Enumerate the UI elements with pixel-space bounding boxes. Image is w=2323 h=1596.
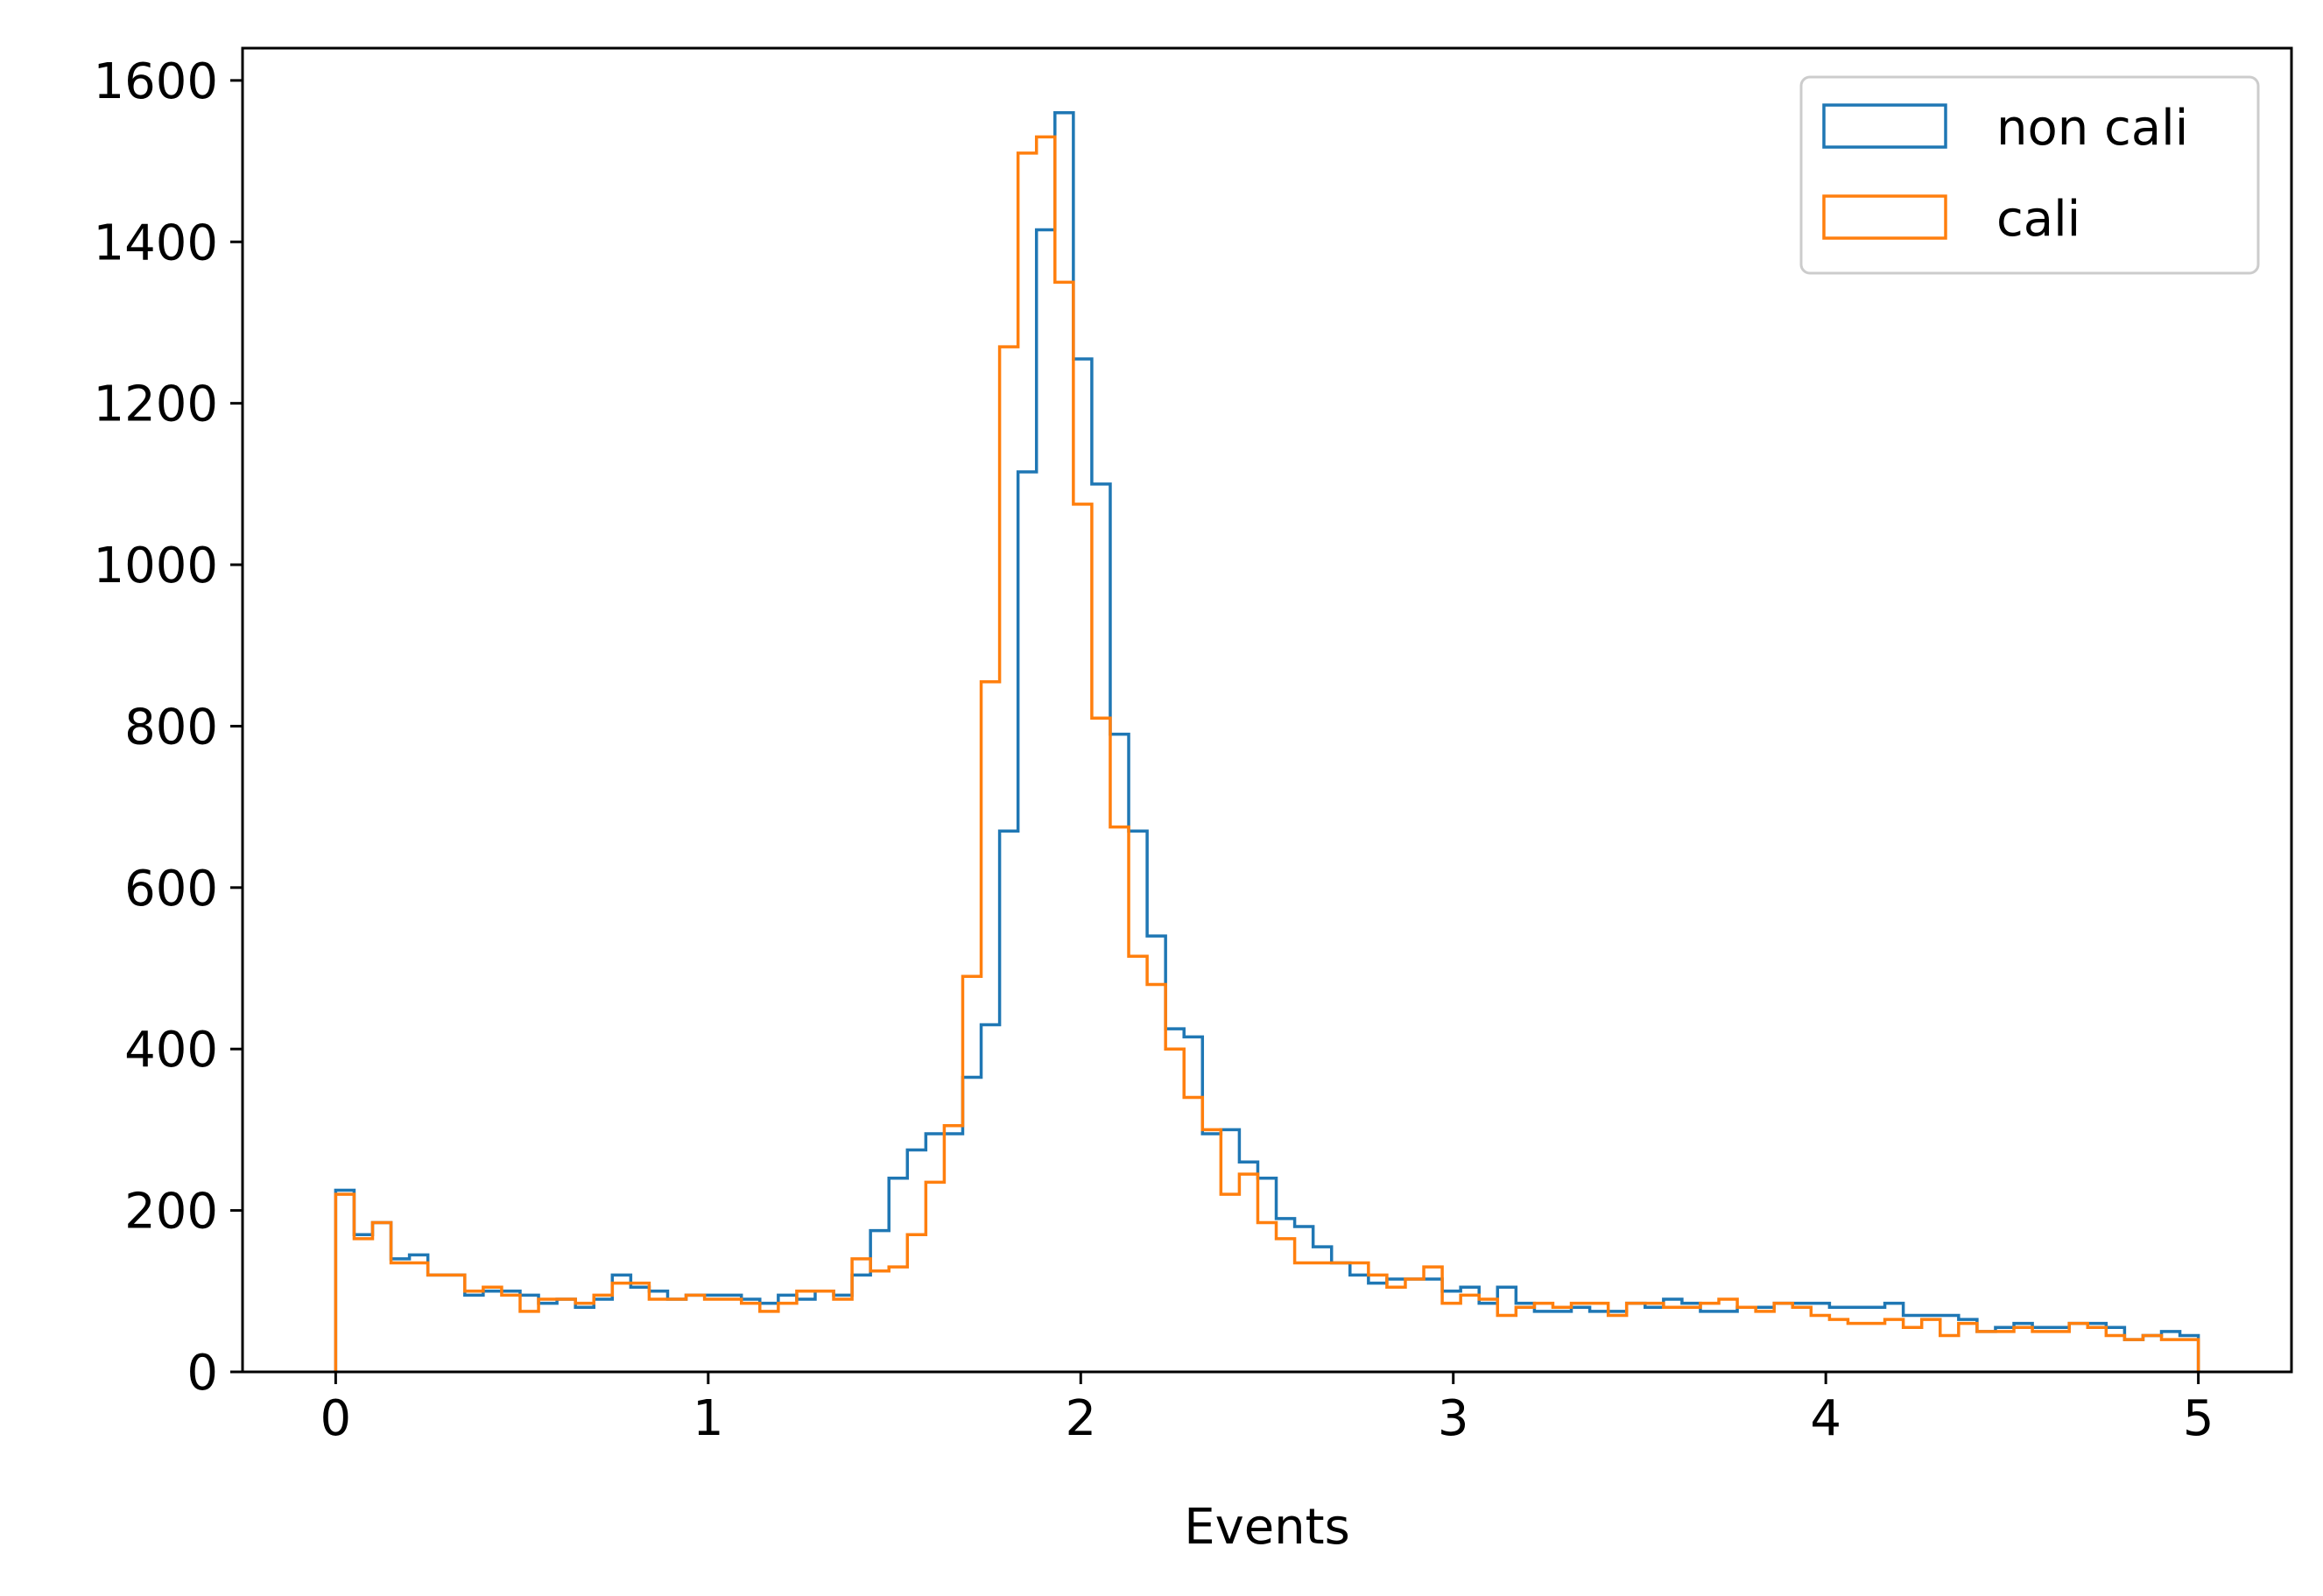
x-tick-label: 0	[320, 1390, 352, 1447]
legend-box	[1799, 75, 2260, 275]
y-tick-label: 600	[124, 861, 218, 918]
y-tick-label: 1200	[93, 376, 218, 433]
x-tick-label: 4	[1810, 1390, 1841, 1447]
y-tick-label: 200	[124, 1184, 218, 1241]
x-tick-label: 2	[1065, 1390, 1096, 1447]
plot-area	[241, 46, 2293, 1374]
x-axis-ticks: 0 1 2 3 4 5	[320, 1372, 2214, 1447]
axes-frame	[241, 46, 2293, 1374]
x-axis-label: Events	[1184, 1499, 1350, 1556]
y-tick-label: 800	[124, 699, 218, 756]
y-axis-ticks: 0 200 400 600 800 1000 1200 1400 1600	[93, 53, 243, 1402]
y-tick-label: 1000	[93, 538, 218, 594]
legend-swatch-non-cali	[1822, 103, 1947, 149]
y-tick-label: 1600	[93, 53, 218, 110]
legend-label-non-cali: non cali	[1996, 100, 2188, 157]
x-tick-label: 1	[693, 1390, 724, 1447]
legend-swatch-cali	[1822, 194, 1947, 240]
legend-label-cali: cali	[1996, 191, 2080, 248]
y-tick-label: 0	[187, 1345, 218, 1402]
y-tick-label: 1400	[93, 214, 218, 271]
x-tick-label: 5	[2183, 1390, 2214, 1447]
x-tick-label: 3	[1438, 1390, 1469, 1447]
series-cali-step-line	[334, 135, 2200, 1372]
legend: non cali cali	[1799, 75, 2260, 275]
y-tick-label: 400	[124, 1022, 218, 1079]
series-layer	[334, 111, 2200, 1372]
